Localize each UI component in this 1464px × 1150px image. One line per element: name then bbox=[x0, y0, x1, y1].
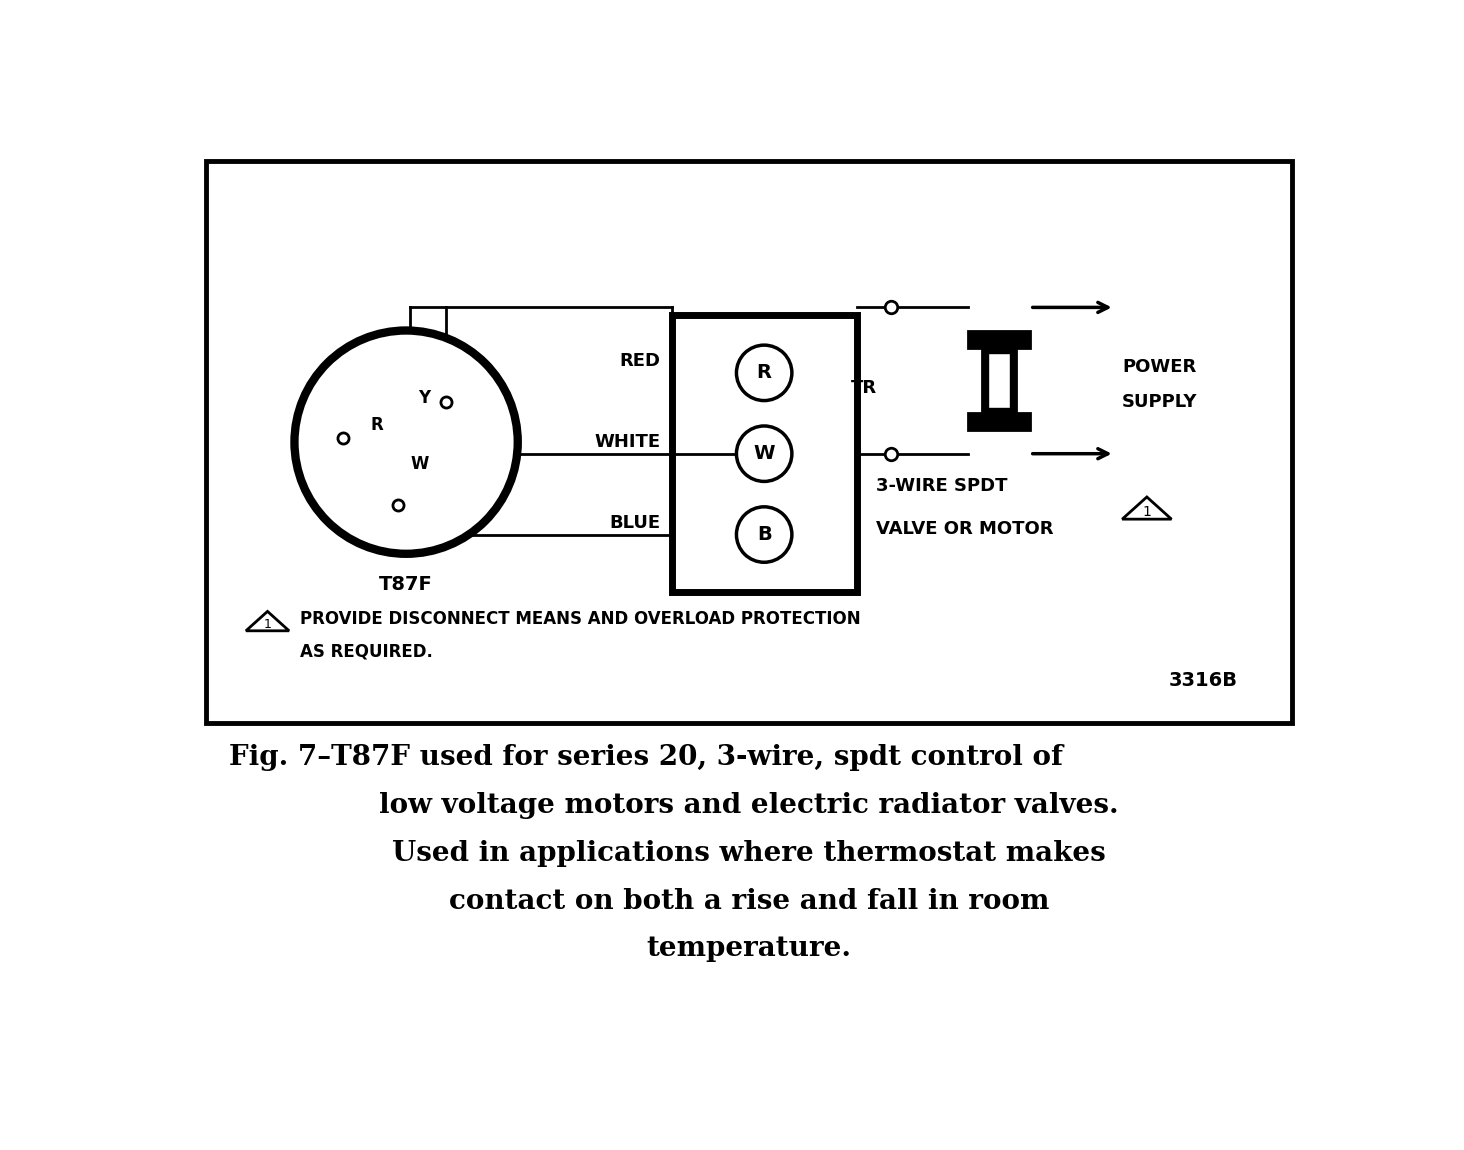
Text: B: B bbox=[757, 526, 772, 544]
Text: Used in applications where thermostat makes: Used in applications where thermostat ma… bbox=[392, 840, 1105, 867]
Bar bbox=[968, 413, 1029, 430]
Text: Y: Y bbox=[419, 389, 430, 407]
Text: 1: 1 bbox=[1142, 505, 1151, 519]
Text: BLUE: BLUE bbox=[609, 514, 660, 532]
Text: low voltage motors and electric radiator valves.: low voltage motors and electric radiator… bbox=[379, 792, 1118, 819]
Bar bbox=[672, 315, 856, 592]
Text: VALVE OR MOTOR: VALVE OR MOTOR bbox=[875, 520, 1053, 538]
Bar bbox=[968, 331, 1029, 348]
Text: RED: RED bbox=[619, 352, 660, 370]
Bar bbox=[988, 353, 1010, 408]
Text: W: W bbox=[754, 444, 774, 463]
Text: T87F: T87F bbox=[379, 575, 433, 595]
Text: 3-WIRE SPDT: 3-WIRE SPDT bbox=[875, 477, 1007, 494]
Circle shape bbox=[294, 330, 518, 554]
Bar bbox=[982, 344, 1016, 417]
Text: POWER: POWER bbox=[1123, 358, 1196, 376]
Text: 1: 1 bbox=[264, 619, 271, 631]
Circle shape bbox=[736, 426, 792, 482]
Text: Fig. 7–T87F used for series 20, 3-wire, spdt control of: Fig. 7–T87F used for series 20, 3-wire, … bbox=[228, 744, 1063, 772]
Text: SUPPLY: SUPPLY bbox=[1123, 393, 1198, 411]
Bar bbox=[206, 161, 1291, 723]
Polygon shape bbox=[246, 612, 288, 631]
Circle shape bbox=[736, 345, 792, 400]
Text: R: R bbox=[370, 416, 384, 435]
Text: AS REQUIRED.: AS REQUIRED. bbox=[300, 643, 433, 660]
Text: WHITE: WHITE bbox=[594, 434, 660, 451]
Circle shape bbox=[736, 507, 792, 562]
Text: R: R bbox=[757, 363, 772, 382]
Text: PROVIDE DISCONNECT MEANS AND OVERLOAD PROTECTION: PROVIDE DISCONNECT MEANS AND OVERLOAD PR… bbox=[300, 610, 861, 628]
Text: contact on both a rise and fall in room: contact on both a rise and fall in room bbox=[448, 888, 1048, 914]
Polygon shape bbox=[1123, 497, 1171, 519]
Text: temperature.: temperature. bbox=[646, 935, 851, 963]
Text: TR: TR bbox=[851, 380, 877, 397]
Text: 3316B: 3316B bbox=[1168, 672, 1237, 690]
Text: W: W bbox=[411, 454, 429, 473]
